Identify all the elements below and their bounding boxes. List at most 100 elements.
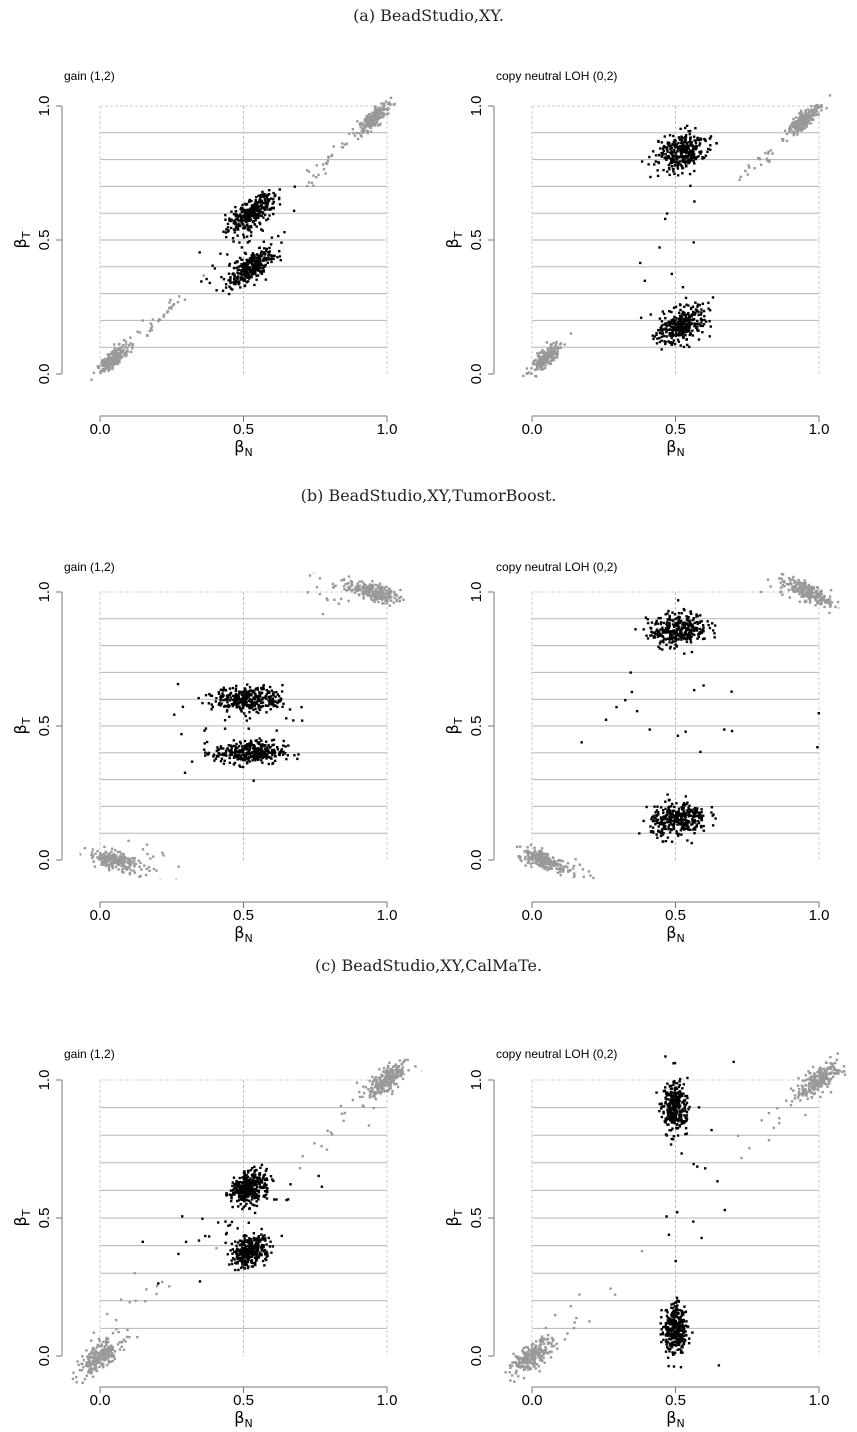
data-point — [656, 810, 660, 814]
data-point — [261, 193, 264, 196]
data-point — [123, 352, 127, 355]
data-point — [274, 695, 277, 698]
data-point — [675, 322, 679, 325]
data-point — [217, 691, 220, 694]
data-point — [685, 151, 688, 155]
data-point — [739, 175, 742, 179]
data-point — [659, 806, 663, 809]
data-point — [103, 856, 106, 860]
data-point — [652, 636, 656, 639]
data-point — [235, 266, 238, 270]
data-point — [373, 109, 377, 113]
data-point — [678, 616, 681, 619]
data-point — [666, 630, 670, 633]
data-point — [216, 755, 219, 758]
data-point — [682, 158, 685, 161]
data-point — [241, 747, 244, 751]
data-point — [683, 326, 686, 329]
data-point — [677, 620, 680, 623]
data-point — [518, 845, 522, 848]
data-point — [250, 741, 253, 744]
data-point — [805, 114, 808, 117]
data-point — [260, 272, 264, 275]
data-point — [379, 109, 382, 112]
data-point — [220, 753, 223, 756]
data-point — [261, 698, 264, 701]
data-point — [342, 578, 345, 582]
data-point — [800, 128, 804, 131]
data-point — [286, 754, 290, 757]
data-point — [115, 860, 118, 863]
data-point — [138, 875, 141, 878]
data-point — [251, 267, 255, 270]
data-point — [519, 858, 522, 861]
data-point — [250, 231, 253, 234]
data-point — [666, 821, 670, 824]
data-point — [688, 132, 691, 136]
data-point — [223, 719, 227, 722]
data-point — [240, 221, 243, 225]
data-point — [654, 623, 657, 626]
data-point — [675, 143, 679, 146]
data-point — [92, 860, 95, 863]
data-point — [228, 262, 232, 266]
data-point — [259, 262, 262, 265]
data-point — [235, 694, 238, 697]
data-point — [671, 160, 674, 163]
data-point — [690, 159, 693, 162]
data-point — [93, 1364, 96, 1367]
data-point — [540, 357, 544, 360]
data-point — [794, 116, 798, 119]
data-point — [269, 701, 273, 704]
data-point — [260, 214, 263, 218]
data-point — [816, 106, 820, 110]
data-point — [360, 580, 364, 583]
data-point — [795, 122, 798, 125]
data-point — [694, 626, 698, 630]
data-point — [264, 694, 267, 698]
data-point — [102, 859, 105, 862]
data-point — [250, 703, 253, 706]
data-point — [688, 172, 692, 176]
data-point — [663, 637, 666, 641]
data-point — [669, 630, 673, 633]
data-point — [681, 147, 685, 150]
data-point — [655, 332, 658, 335]
data-point — [243, 271, 247, 274]
data-point — [252, 259, 255, 263]
data-point — [366, 593, 369, 597]
data-point — [552, 356, 555, 360]
data-point — [229, 281, 232, 284]
data-point — [787, 576, 791, 580]
data-point — [97, 1353, 101, 1356]
data-point — [680, 833, 683, 836]
data-point — [526, 372, 529, 376]
data-point — [116, 355, 119, 359]
data-point — [679, 829, 683, 832]
data-point — [541, 348, 544, 352]
data-point — [90, 1367, 94, 1371]
x-tick-label: 0.0 — [90, 907, 111, 924]
data-point — [237, 745, 241, 748]
data-point — [93, 1368, 96, 1371]
data-point — [270, 748, 274, 752]
data-point — [696, 325, 699, 328]
data-point — [677, 156, 681, 159]
data-point — [591, 889, 593, 891]
data-point — [118, 1341, 121, 1344]
y-tick-label: 0.5 — [36, 1208, 53, 1229]
data-point — [116, 850, 120, 854]
data-point — [662, 817, 665, 820]
data-point — [226, 708, 229, 712]
data-point — [668, 333, 671, 337]
data-point — [672, 630, 676, 633]
data-point — [278, 188, 281, 191]
data-point — [239, 765, 242, 769]
data-point — [684, 333, 687, 337]
data-point — [656, 630, 659, 634]
data-point — [667, 609, 670, 613]
data-point — [669, 809, 672, 812]
data-point — [678, 329, 681, 332]
data-point — [687, 828, 690, 831]
data-point — [231, 237, 235, 240]
